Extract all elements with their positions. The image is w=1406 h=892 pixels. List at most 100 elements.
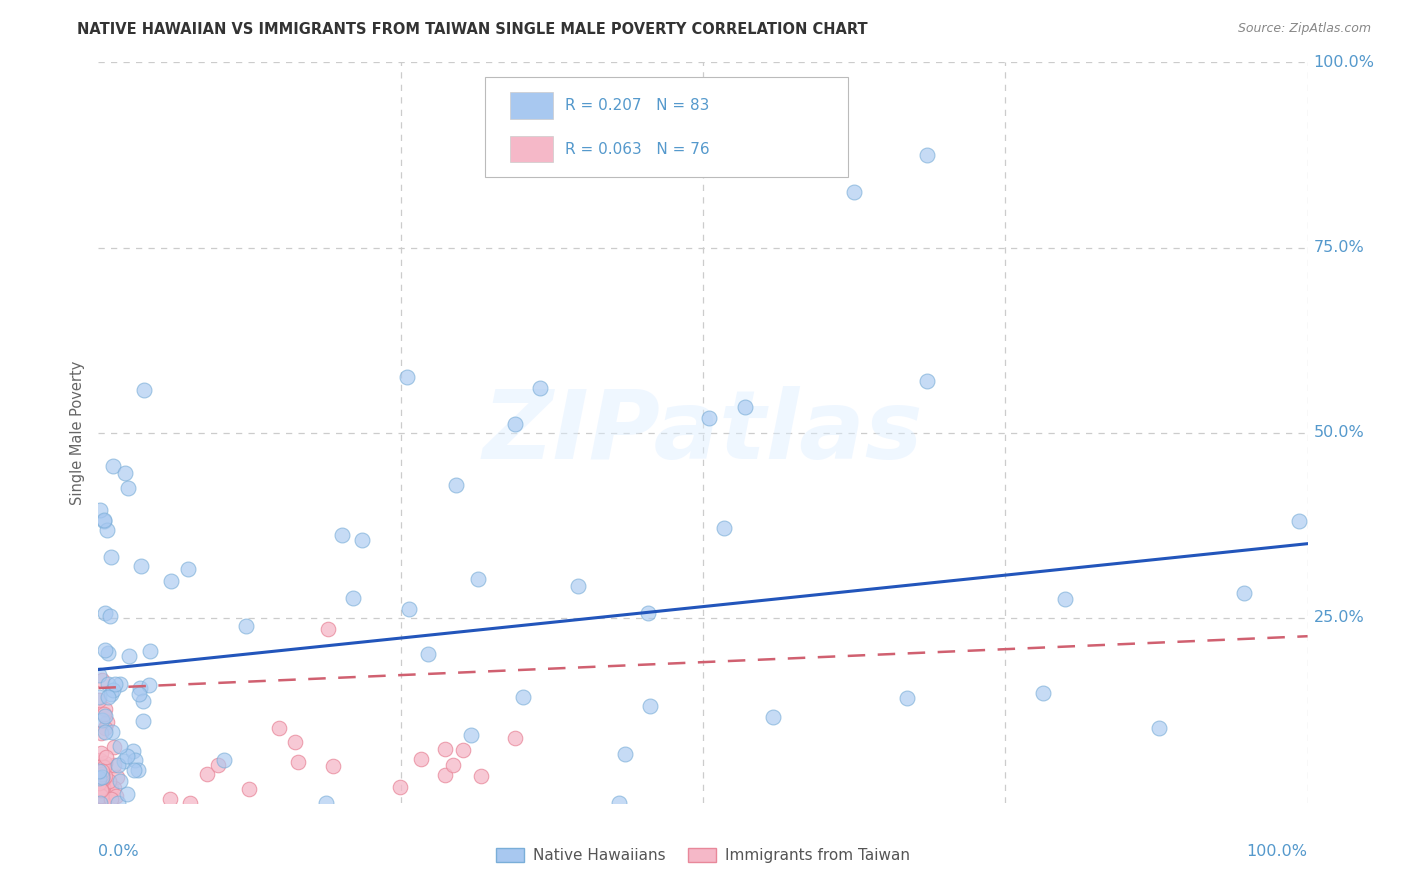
Point <box>94 721 117 735</box>
Point <box>93 773 115 788</box>
Point <box>762 709 785 723</box>
Point <box>93 756 115 771</box>
Point <box>100 687 122 701</box>
Point <box>416 648 439 662</box>
Point <box>89 796 111 810</box>
Point <box>87 783 110 797</box>
Point <box>104 677 127 691</box>
Point <box>441 758 464 772</box>
Point <box>503 731 526 745</box>
Point <box>713 521 735 535</box>
Point <box>87 781 110 796</box>
Point <box>1032 686 1054 700</box>
Point <box>529 381 551 395</box>
Text: 0.0%: 0.0% <box>98 844 139 858</box>
Point <box>94 708 117 723</box>
Point <box>90 726 112 740</box>
Point <box>91 780 114 794</box>
Point <box>91 784 114 798</box>
Point <box>284 734 307 748</box>
Point <box>389 780 412 794</box>
Point <box>91 772 114 787</box>
Point <box>89 502 111 516</box>
Point <box>100 782 122 797</box>
Point <box>94 724 117 739</box>
Point <box>177 562 200 576</box>
Point <box>179 796 201 810</box>
Point <box>138 678 160 692</box>
Point <box>93 515 115 529</box>
Point <box>90 794 112 808</box>
Point <box>470 769 492 783</box>
Point <box>395 370 418 384</box>
Point <box>132 384 155 398</box>
Point <box>89 778 111 792</box>
Point <box>93 513 115 527</box>
Text: NATIVE HAWAIIAN VS IMMIGRANTS FROM TAIWAN SINGLE MALE POVERTY CORRELATION CHART: NATIVE HAWAIIAN VS IMMIGRANTS FROM TAIWA… <box>77 22 868 37</box>
Point <box>287 755 309 769</box>
Point <box>128 681 150 696</box>
Point <box>96 778 118 792</box>
Point <box>103 780 125 795</box>
Point <box>93 795 115 809</box>
Point <box>89 668 111 682</box>
Point <box>93 788 115 802</box>
Point <box>96 715 118 730</box>
Point <box>398 602 420 616</box>
Point <box>915 148 938 162</box>
Point <box>115 749 138 764</box>
Point <box>107 796 129 810</box>
Point <box>212 754 235 768</box>
Point <box>90 770 112 784</box>
Point <box>1232 586 1254 600</box>
Point <box>89 796 111 810</box>
Point <box>915 374 938 388</box>
Point <box>467 572 489 586</box>
Point <box>91 772 114 786</box>
Point <box>100 550 122 565</box>
Point <box>94 768 117 782</box>
Point <box>342 591 364 605</box>
Point <box>87 760 110 774</box>
Legend: Native Hawaiians, Immigrants from Taiwan: Native Hawaiians, Immigrants from Taiwan <box>489 841 917 869</box>
Point <box>89 790 111 805</box>
Point <box>90 767 112 781</box>
Point <box>322 759 344 773</box>
Point <box>101 458 124 473</box>
Point <box>112 754 135 768</box>
Point <box>97 690 120 705</box>
Point <box>107 758 129 772</box>
Point <box>90 673 112 688</box>
Text: 100.0%: 100.0% <box>1313 55 1375 70</box>
Text: Source: ZipAtlas.com: Source: ZipAtlas.com <box>1237 22 1371 36</box>
Point <box>97 646 120 660</box>
Point <box>93 643 115 657</box>
Point <box>315 796 337 810</box>
Point <box>97 677 120 691</box>
Point <box>90 786 112 800</box>
Point <box>637 607 659 621</box>
Point <box>609 796 631 810</box>
FancyBboxPatch shape <box>509 136 553 162</box>
Point <box>91 764 114 778</box>
Point <box>91 789 114 803</box>
Point <box>87 693 110 707</box>
Text: 25.0%: 25.0% <box>1313 610 1364 625</box>
Point <box>87 764 110 778</box>
Point <box>101 724 124 739</box>
Point <box>1288 514 1310 528</box>
Point <box>91 760 114 774</box>
Point <box>122 744 145 758</box>
Point <box>98 608 121 623</box>
Point <box>108 774 131 789</box>
Text: 100.0%: 100.0% <box>1247 844 1308 858</box>
Point <box>93 760 115 774</box>
Point <box>89 789 111 803</box>
Point <box>1053 592 1076 607</box>
Point <box>451 743 474 757</box>
Point <box>128 687 150 701</box>
Point <box>90 796 112 810</box>
Point <box>160 574 183 588</box>
Point <box>105 770 128 784</box>
Point <box>1147 722 1170 736</box>
